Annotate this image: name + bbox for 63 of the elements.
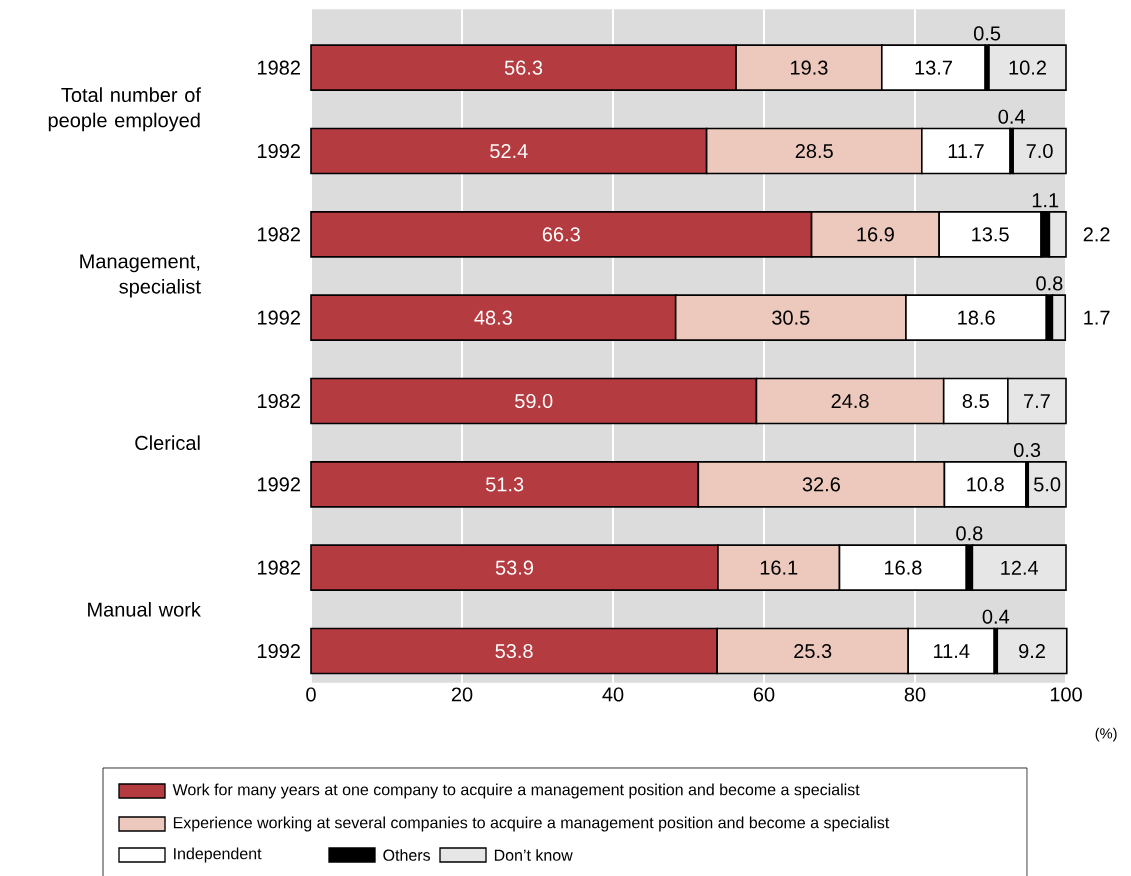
data-label: 7.7 — [1024, 394, 1050, 408]
x-tick-label: 40 — [602, 687, 624, 702]
data-label: 0.8 — [1036, 276, 1063, 291]
data-label: 13.7 — [915, 60, 952, 75]
data-label: 0.4 — [982, 609, 1010, 624]
x-tick-label: 20 — [451, 687, 473, 702]
data-label: 16.9 — [857, 227, 894, 242]
y-tick-label: 1982 — [257, 227, 300, 242]
legend-label: Work for many years at one company to acquire a management position and become a specialist — [172, 783, 860, 799]
x-tick-label: 80 — [904, 687, 926, 702]
y-tick-label: 1992 — [257, 310, 300, 325]
data-label: 2.2 — [1083, 227, 1110, 242]
legend-label: Don’t know — [494, 849, 573, 861]
data-label: 32.6 — [802, 477, 840, 492]
y-tick-label: 1992 — [257, 143, 300, 159]
y-tick-label: 1992 — [257, 477, 300, 492]
data-label: 28.5 — [795, 143, 833, 159]
data-label: 1.1 — [1032, 193, 1059, 208]
x-tick-label: 100 — [1050, 687, 1082, 702]
data-label: 0.5 — [973, 26, 1001, 41]
data-label: 10.8 — [967, 477, 1004, 492]
legend-label: Independent — [174, 847, 262, 863]
y-tick-label: 1992 — [257, 643, 300, 659]
text: Manual work — [88, 602, 201, 617]
data-label: 7.0 — [1026, 143, 1053, 159]
data-label: 56.3 — [504, 60, 543, 75]
data-label: 8.5 — [962, 393, 989, 409]
data-label: 53.8 — [495, 643, 533, 659]
data-label: 5.0 — [1034, 477, 1061, 492]
legend-label: Experience working at several companies to acquire a management position and become a specialist — [173, 816, 890, 832]
data-label: 10.2 — [1009, 60, 1046, 75]
data-label: 12.4 — [1001, 560, 1039, 575]
legend-label: Others — [383, 849, 431, 861]
data-label: 13.5 — [972, 227, 1009, 242]
x-tick-label: 0 — [306, 687, 316, 702]
data-label: 19.3 — [790, 60, 828, 75]
y-tick-label: 1982 — [257, 60, 300, 75]
data-label: 16.1 — [760, 560, 798, 575]
data-label: 11.4 — [934, 644, 970, 658]
data-label: 48.3 — [474, 310, 512, 325]
data-label: 24.8 — [831, 393, 869, 409]
data-label: 0.3 — [1014, 442, 1041, 458]
data-label: 0.4 — [998, 109, 1025, 124]
data-label: 53.9 — [495, 560, 533, 575]
y-tick-label: 1982 — [257, 560, 300, 575]
text: Total number of people employed — [48, 87, 201, 132]
data-label: 66.3 — [542, 227, 580, 242]
y-tick-label: 1982 — [257, 393, 300, 409]
text: Clerical — [135, 435, 200, 451]
data-label: 1.7 — [1084, 310, 1110, 325]
data-label: 25.3 — [794, 643, 832, 659]
data-label: 11.7 — [948, 144, 984, 158]
data-label: 52.4 — [490, 143, 528, 159]
data-label: 18.6 — [958, 310, 995, 325]
data-label: 16.8 — [884, 560, 922, 575]
x-tick-label: 60 — [753, 687, 775, 702]
x-axis-title: (%) — [1095, 727, 1117, 742]
data-label: 9.2 — [1019, 643, 1045, 659]
data-label: 30.5 — [772, 310, 810, 325]
data-label: 51.3 — [485, 477, 524, 492]
data-label: 59.0 — [515, 393, 553, 409]
data-label: 0.8 — [956, 526, 983, 541]
text: Management, specialist — [80, 254, 201, 298]
